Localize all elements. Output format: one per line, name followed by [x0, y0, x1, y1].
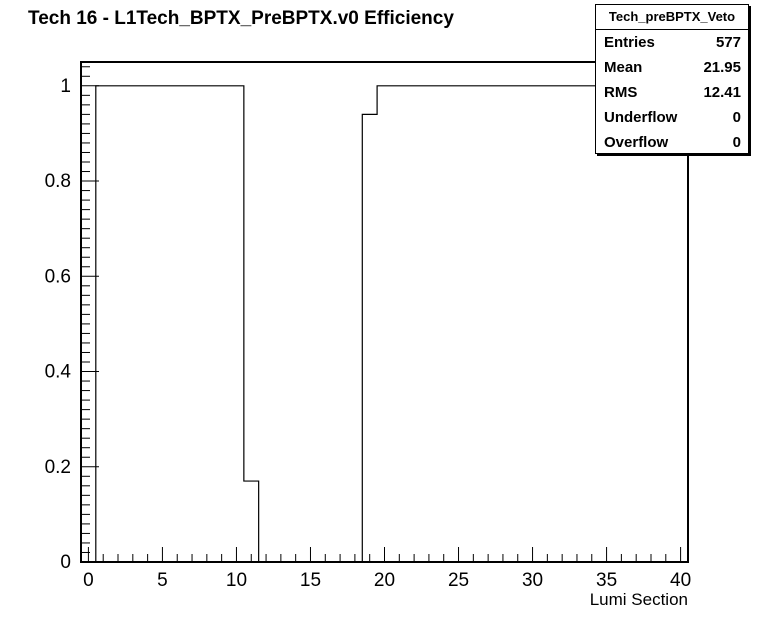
y-tick-label: 0.6	[45, 266, 71, 287]
y-tick-label: 0.2	[45, 457, 71, 478]
stat-row-rms: RMS 12.41	[596, 80, 748, 105]
x-tick-label: 35	[596, 570, 617, 591]
x-tick-label: 20	[374, 570, 395, 591]
stat-value: 0	[732, 109, 741, 126]
x-tick-label: 30	[522, 570, 543, 591]
x-tick-label: 0	[83, 570, 94, 591]
y-tick-label: 0.8	[45, 171, 71, 192]
stat-label: Underflow	[604, 109, 678, 126]
stat-value: 12.41	[703, 84, 741, 101]
y-tick-label: 0	[60, 552, 71, 573]
stat-label: Overflow	[604, 134, 669, 151]
stat-label: Entries	[604, 34, 655, 51]
chart-title: Tech 16 - L1Tech_BPTX_PreBPTX.v0 Efficie…	[28, 8, 454, 29]
stat-row-overflow: Overflow 0	[596, 130, 748, 155]
stat-row-underflow: Underflow 0	[596, 105, 748, 130]
stats-box: Tech_preBPTX_Veto Entries 577 Mean 21.95…	[595, 4, 749, 154]
x-axis-label: Lumi Section	[590, 590, 688, 609]
stat-row-mean: Mean 21.95	[596, 55, 748, 80]
stat-value: 0	[732, 134, 741, 151]
x-tick-label: 40	[670, 570, 691, 591]
stat-value: 21.95	[703, 59, 741, 76]
stat-label: Mean	[604, 59, 643, 76]
y-tick-label: 1	[60, 76, 71, 97]
x-tick-label: 10	[226, 570, 247, 591]
x-tick-label: 5	[157, 570, 168, 591]
y-tick-label: 0.4	[45, 362, 72, 383]
x-tick-label: 15	[300, 570, 321, 591]
stat-label: RMS	[604, 84, 638, 101]
x-tick-label: 25	[448, 570, 469, 591]
histogram-line	[95, 85, 689, 562]
stats-title: Tech_preBPTX_Veto	[596, 5, 748, 30]
stat-value: 577	[715, 34, 741, 51]
stat-row-entries: Entries 577	[596, 30, 748, 55]
